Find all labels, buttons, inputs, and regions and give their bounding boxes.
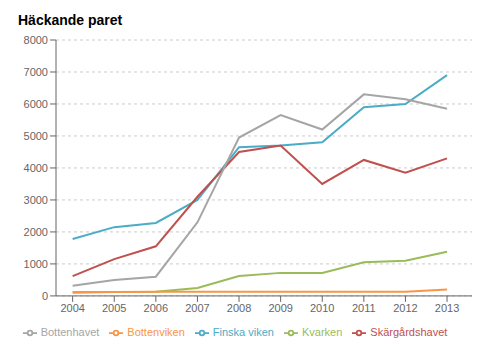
html-text:Finska viken: Finska viken <box>212 325 274 338</box>
html-text:Skärgårdshavet: Skärgårdshavet <box>370 325 448 338</box>
svg-text:2000: 2000 <box>24 226 48 238</box>
svg-text:2012: 2012 <box>393 302 417 314</box>
svg-text:2007: 2007 <box>185 302 209 314</box>
svg-text:2006: 2006 <box>144 302 168 314</box>
svg-text:0: 0 <box>42 290 48 302</box>
html-text:Häckande paret: Häckande paret <box>18 12 123 28</box>
html-text:Kvarken: Kvarken <box>302 325 343 338</box>
html-text:Bottenhavet: Bottenhavet <box>40 325 100 338</box>
svg-text:2005: 2005 <box>102 302 126 314</box>
svg-text:4000: 4000 <box>24 162 48 174</box>
svg-text:8000: 8000 <box>24 34 48 46</box>
svg-text:1000: 1000 <box>24 258 48 270</box>
svg-text:2013: 2013 <box>435 302 459 314</box>
svg-text:2011: 2011 <box>352 302 376 314</box>
html-text:Bottenviken: Bottenviken <box>127 325 185 338</box>
svg-text:6000: 6000 <box>24 98 48 110</box>
svg-text:2008: 2008 <box>227 302 251 314</box>
svg-text:3000: 3000 <box>24 194 48 206</box>
svg-text:2009: 2009 <box>268 302 292 314</box>
svg-text:2010: 2010 <box>310 302 334 314</box>
svg-text:7000: 7000 <box>24 66 48 78</box>
svg-text:5000: 5000 <box>24 130 48 142</box>
svg-text:2004: 2004 <box>60 302 84 314</box>
